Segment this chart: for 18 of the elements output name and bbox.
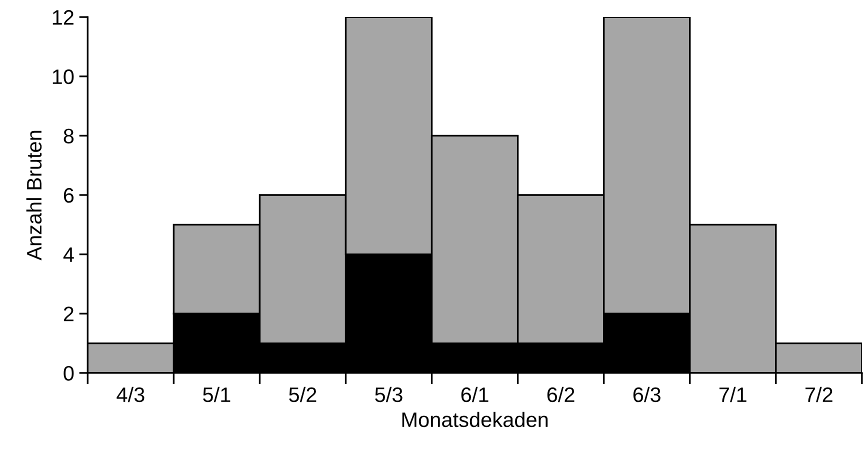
x-tick-label: 4/3: [116, 386, 144, 402]
y-tick-label: 6: [64, 188, 74, 203]
y-tick-label: 0: [64, 366, 74, 381]
y-tick-label: 4: [63, 248, 74, 262]
y-tick-label: 10: [52, 69, 74, 84]
x-tick-label: 6/1: [461, 386, 488, 402]
x-tick-label: 5/2: [289, 386, 316, 402]
x-tick-label: 6/3: [633, 386, 660, 402]
x-tick-label: 5/3: [375, 386, 402, 402]
x-tick-label: 7/2: [806, 386, 832, 402]
x-tick-label: 7/1: [719, 386, 746, 402]
y-tick-label: 12: [52, 10, 74, 25]
y-tick-label: 8: [64, 128, 74, 144]
y-axis-title: Anzahl Bruten: [26, 130, 42, 260]
y-tick-label: 2: [64, 306, 74, 322]
x-tick-label: 6/2: [547, 386, 574, 402]
x-axis-title: Monatsdekaden: [402, 412, 548, 428]
x-tick-label: 5/1: [203, 386, 230, 402]
